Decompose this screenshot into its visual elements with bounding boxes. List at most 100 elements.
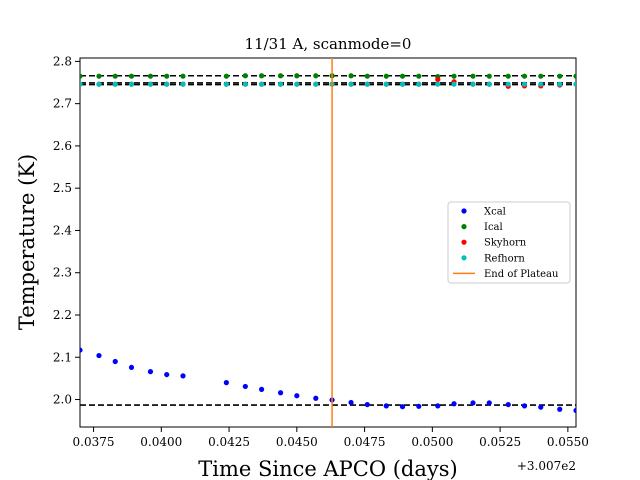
ical-point bbox=[258, 73, 265, 79]
ical-point bbox=[486, 73, 492, 79]
xcal-point bbox=[416, 403, 422, 409]
xcal-point bbox=[180, 373, 186, 379]
y-tick-label: 2.5 bbox=[53, 181, 72, 195]
xcal-point bbox=[242, 383, 248, 390]
xcal-point bbox=[383, 403, 389, 409]
y-tick-label: 2.8 bbox=[53, 54, 72, 68]
plot-area bbox=[79, 57, 577, 428]
refhorn-point bbox=[147, 81, 154, 87]
ical-point bbox=[128, 73, 135, 79]
xcal-point bbox=[348, 399, 354, 406]
ical-point bbox=[242, 73, 248, 79]
refhorn-point bbox=[128, 81, 135, 87]
refhorn-point bbox=[399, 81, 406, 87]
refhorn-point bbox=[451, 81, 457, 87]
xcal-point bbox=[294, 393, 300, 399]
ical-point bbox=[451, 73, 457, 79]
x-tick-label: 0.0425 bbox=[208, 435, 250, 449]
legend-swatch-ical bbox=[461, 224, 467, 230]
refhorn-point bbox=[364, 81, 370, 87]
legend-label-xcal: Xcal bbox=[484, 207, 506, 218]
ical-point bbox=[112, 73, 118, 79]
y-tick-label: 2.7 bbox=[53, 97, 72, 111]
refhorn-point bbox=[223, 81, 229, 87]
xcal-point bbox=[128, 364, 135, 371]
refhorn-point bbox=[470, 81, 476, 87]
legend-box bbox=[447, 201, 571, 284]
y-tick-label: 2.1 bbox=[53, 350, 72, 364]
refhorn-point bbox=[96, 81, 102, 87]
ical-point bbox=[557, 73, 563, 79]
xcal-point bbox=[147, 369, 154, 375]
ical-point bbox=[383, 73, 389, 79]
xcal-point bbox=[470, 400, 476, 406]
axes-frame bbox=[79, 57, 577, 428]
ical-point bbox=[538, 73, 544, 79]
data-marks bbox=[80, 73, 576, 414]
refhorn-point bbox=[557, 81, 563, 87]
x-tick-label: 0.0450 bbox=[276, 435, 318, 449]
ical-point bbox=[348, 73, 354, 79]
legend-swatch-skyhorn bbox=[461, 239, 467, 245]
ical-point bbox=[399, 73, 406, 79]
y-tick-label: 2.6 bbox=[53, 139, 72, 153]
xcal-point bbox=[164, 371, 170, 378]
xcal-point bbox=[96, 352, 102, 359]
ical-point bbox=[80, 73, 83, 79]
ical-point bbox=[180, 73, 186, 79]
xcal-point bbox=[399, 404, 406, 410]
refhorn-point bbox=[486, 81, 492, 87]
x-axis-offset-label: +3.007e2 bbox=[517, 459, 576, 473]
reference-lines bbox=[80, 74, 576, 406]
ical-point bbox=[147, 73, 154, 79]
refhorn-point bbox=[416, 81, 422, 87]
x-axis-label: Time Since APCO (days) bbox=[198, 457, 457, 480]
xcal-point bbox=[521, 403, 528, 409]
refhorn-point bbox=[348, 81, 354, 87]
xcal-point bbox=[80, 347, 83, 353]
ical-point bbox=[416, 73, 422, 79]
y-axis: 2.0 2.1 2.2 2.3 2.4 2.5 2.6 2.7 2.8 bbox=[53, 54, 80, 407]
refhorn-point bbox=[521, 81, 528, 87]
xcal-point bbox=[573, 407, 576, 414]
legend-swatch-xcal bbox=[461, 208, 467, 214]
xcal-point bbox=[435, 403, 441, 409]
xcal-point bbox=[451, 401, 457, 407]
ical-point bbox=[164, 73, 170, 79]
refhorn-point bbox=[258, 81, 265, 87]
ical-point bbox=[521, 73, 528, 79]
legend-label-end-of-plateau: End of Plateau bbox=[484, 269, 559, 280]
ical-point bbox=[573, 73, 576, 79]
xcal-point bbox=[538, 404, 544, 410]
xcal-point bbox=[112, 358, 118, 365]
xcal-point bbox=[277, 390, 284, 396]
x-tick-label: 0.0500 bbox=[411, 435, 453, 449]
ical-point bbox=[96, 73, 102, 79]
skyhorn-point bbox=[435, 76, 441, 83]
refhorn-point bbox=[80, 81, 83, 87]
refhorn-point bbox=[435, 81, 441, 87]
y-tick-label: 2.3 bbox=[53, 266, 72, 280]
refhorn-point bbox=[180, 81, 186, 87]
legend-swatch-refhorn bbox=[461, 255, 467, 261]
refhorn-point bbox=[294, 81, 300, 87]
legend-label-refhorn: Refhorn bbox=[484, 253, 525, 264]
refhorn-point bbox=[112, 81, 118, 87]
x-tick-label: 0.0550 bbox=[547, 435, 589, 449]
refhorn-point bbox=[538, 81, 544, 87]
chart-title: 11/31 A, scanmode=0 bbox=[245, 35, 412, 53]
ical-point bbox=[223, 73, 229, 79]
refhorn-point bbox=[164, 81, 170, 87]
xcal-point bbox=[486, 400, 492, 406]
legend-label-skyhorn: Skyhorn bbox=[484, 238, 527, 249]
refhorn-point bbox=[383, 81, 389, 87]
ical-point bbox=[313, 73, 319, 79]
legend-label-ical: Ical bbox=[484, 222, 503, 233]
xcal-point bbox=[505, 401, 511, 408]
ical-point bbox=[364, 73, 370, 79]
x-axis: 0.0375 0.0400 0.0425 0.0450 0.0475 0.0500 0.05… bbox=[73, 427, 589, 449]
refhorn-point bbox=[277, 81, 284, 87]
refhorn-point bbox=[573, 81, 576, 87]
xcal-point bbox=[223, 380, 229, 386]
ical-point bbox=[294, 73, 300, 79]
